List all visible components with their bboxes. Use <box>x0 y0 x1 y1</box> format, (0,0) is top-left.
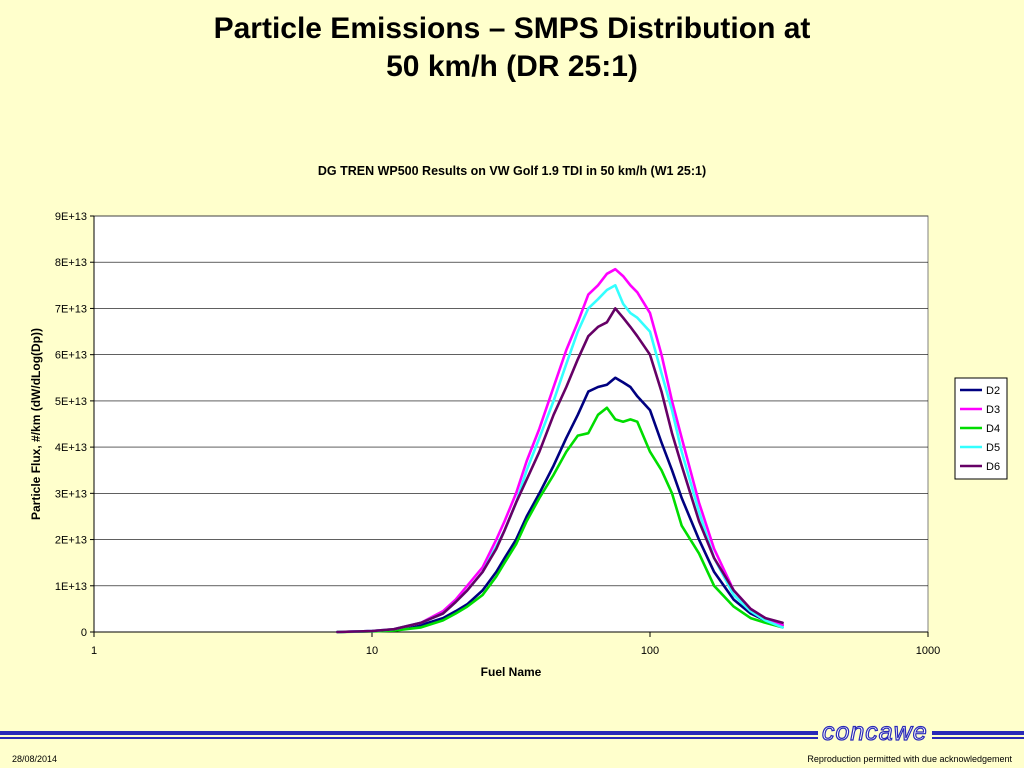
legend-label: D5 <box>986 442 1000 454</box>
slide-title-line2: 50 km/h (DR 25:1) <box>386 50 638 83</box>
y-axis-label: Particle Flux, #/km (dW/dLog(Dp)) <box>29 328 43 520</box>
legend-label: D4 <box>986 423 1000 435</box>
x-tick-label: 100 <box>641 645 659 657</box>
footer-note: Reproduction permitted with due acknowle… <box>807 754 1012 764</box>
legend-label: D6 <box>986 461 1000 473</box>
series-line-d4 <box>335 406 784 634</box>
plot-area <box>93 215 929 633</box>
y-tick-label: 9E+13 <box>55 211 87 223</box>
slide-title-line1: Particle Emissions – SMPS Distribution a… <box>213 12 811 45</box>
slide-title: Particle Emissions – SMPS Distribution a… <box>0 10 1024 86</box>
chart: DG TREN WP500 Results on VW Golf 1.9 TDI… <box>29 164 1008 679</box>
x-axis-label: Fuel Name <box>481 665 542 679</box>
footer-date: 28/08/2014 <box>12 754 58 764</box>
series-line-d2 <box>335 376 784 634</box>
x-tick-label: 1 <box>91 645 97 657</box>
y-tick-label: 6E+13 <box>55 350 87 362</box>
y-tick-label: 4E+13 <box>55 442 87 454</box>
footer-bar <box>0 731 1024 735</box>
y-tick-label: 8E+13 <box>55 257 87 269</box>
series-line-d6 <box>335 307 784 634</box>
chart-title: DG TREN WP500 Results on VW Golf 1.9 TDI… <box>318 164 706 178</box>
y-tick-label: 3E+13 <box>55 488 87 500</box>
concawe-logo: concawe <box>818 717 932 747</box>
y-tick-label: 2E+13 <box>55 535 87 547</box>
legend-label: D3 <box>986 404 1000 416</box>
y-tick-label: 0 <box>81 627 87 639</box>
y-tick-label: 5E+13 <box>55 396 87 408</box>
legend-label: D2 <box>986 385 1000 397</box>
x-tick-label: 1000 <box>916 645 940 657</box>
y-tick-label: 1E+13 <box>55 581 87 593</box>
footer-bar-thin <box>0 737 1024 739</box>
x-tick-label: 10 <box>366 645 378 657</box>
y-tick-label: 7E+13 <box>55 303 87 315</box>
series-line-d3 <box>335 267 784 634</box>
